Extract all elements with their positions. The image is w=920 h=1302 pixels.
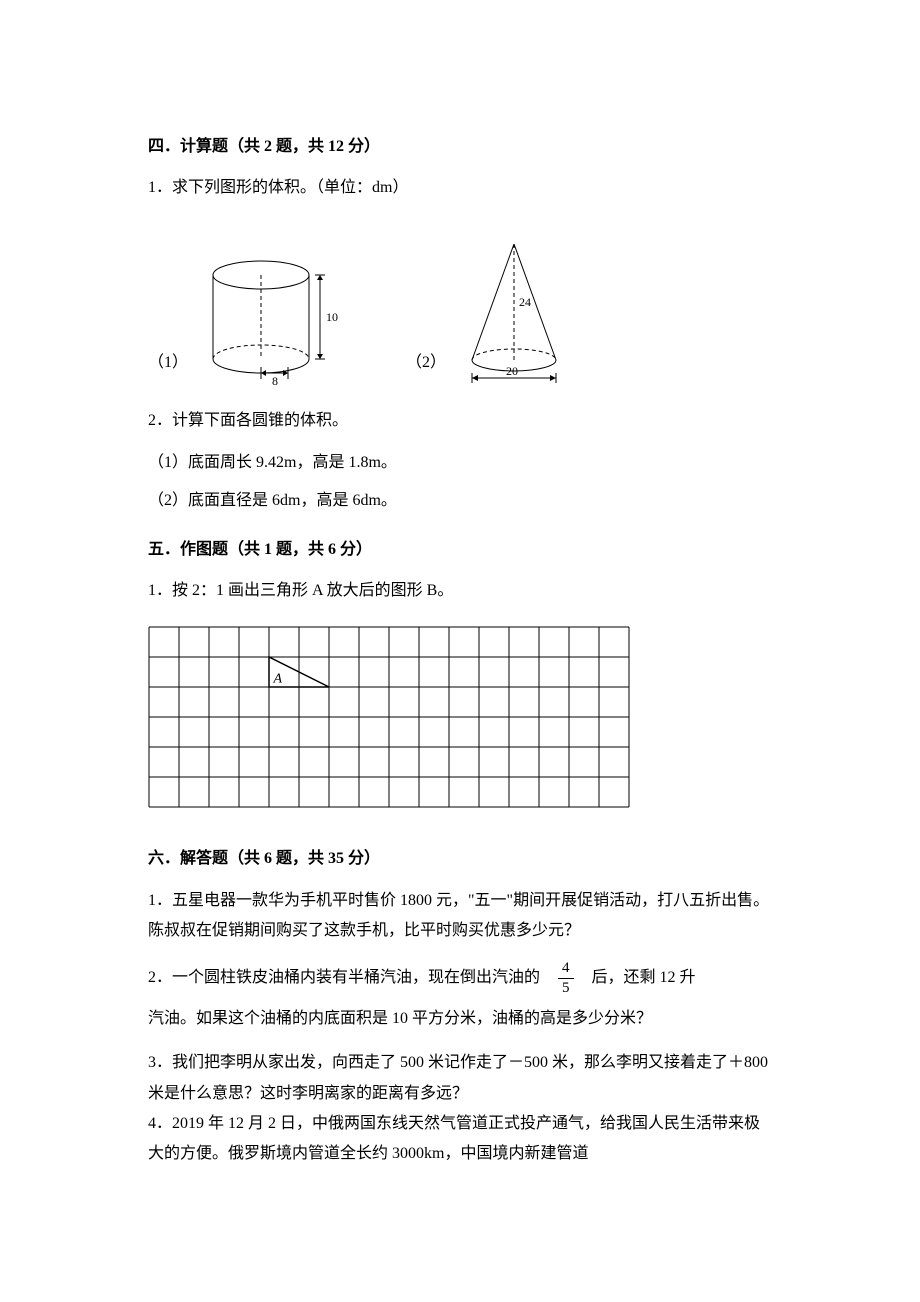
grid-wrap: A	[148, 626, 772, 817]
section5-q1: 1．按 2：1 画出三角形 A 放大后的图形 B。	[148, 577, 772, 606]
section6-q2: 2．一个圆柱铁皮油桶内装有半桶汽油，现在倒出汽油的 4 5 后，还剩 12 升	[148, 961, 772, 996]
fraction-icon: 4 5	[558, 961, 574, 996]
q2-post: 后，还剩 12 升	[592, 969, 696, 986]
section4-heading: 四．计算题（共 2 题，共 12 分）	[148, 134, 772, 160]
section4-q2: 2．计算下面各圆锥的体积。	[148, 407, 772, 436]
cylinder-radius-label: 8	[272, 374, 278, 387]
cone-diagram: 24 20	[454, 232, 584, 387]
cylinder-height-label: 10	[326, 310, 338, 324]
triangle-grid: A	[148, 626, 630, 808]
figure-cone-wrap: （2） 24 20	[406, 232, 584, 387]
q2-pre: 2．一个圆柱铁皮油桶内装有半桶汽油，现在倒出汽油的	[148, 969, 540, 986]
cone-diameter-label: 20	[506, 364, 518, 378]
figure2-label: （2）	[406, 350, 446, 388]
section5-heading: 五．作图题（共 1 题，共 6 分）	[148, 537, 772, 563]
figure1-label: （1）	[148, 350, 188, 388]
section4-q1: 1．求下列图形的体积。（单位：dm）	[148, 174, 772, 203]
figures-row: （1） 8 10 （2）	[148, 232, 772, 387]
section6-q2-line2: 汽油。如果这个油桶的内底面积是 10 平方分米，油桶的高是多少分米？	[148, 1004, 772, 1034]
section4-q2a: （1）底面周长 9.42m，高是 1.8m。	[148, 450, 772, 476]
cone-height-label: 24	[519, 295, 531, 309]
frac-numerator: 4	[558, 961, 574, 979]
section6-heading: 六．解答题（共 6 题，共 35 分）	[148, 846, 772, 872]
section4-q2b: （2）底面直径是 6dm，高是 6dm。	[148, 488, 772, 514]
section6-q1: 1．五星电器一款华为手机平时售价 1800 元，"五一"期间开展促销活动，打八五…	[148, 886, 772, 947]
section6-q4: 4．2019 年 12 月 2 日，中俄两国东线天然气管道正式投产通气，给我国人…	[148, 1109, 772, 1170]
section6-q3: 3．我们把李明从家出发，向西走了 500 米记作走了－500 米，那么李明又接着…	[148, 1048, 772, 1109]
frac-denominator: 5	[558, 979, 574, 996]
figure-cylinder-wrap: （1） 8 10	[148, 247, 346, 387]
svg-text:A: A	[273, 671, 283, 686]
cylinder-diagram: 8 10	[196, 247, 346, 387]
